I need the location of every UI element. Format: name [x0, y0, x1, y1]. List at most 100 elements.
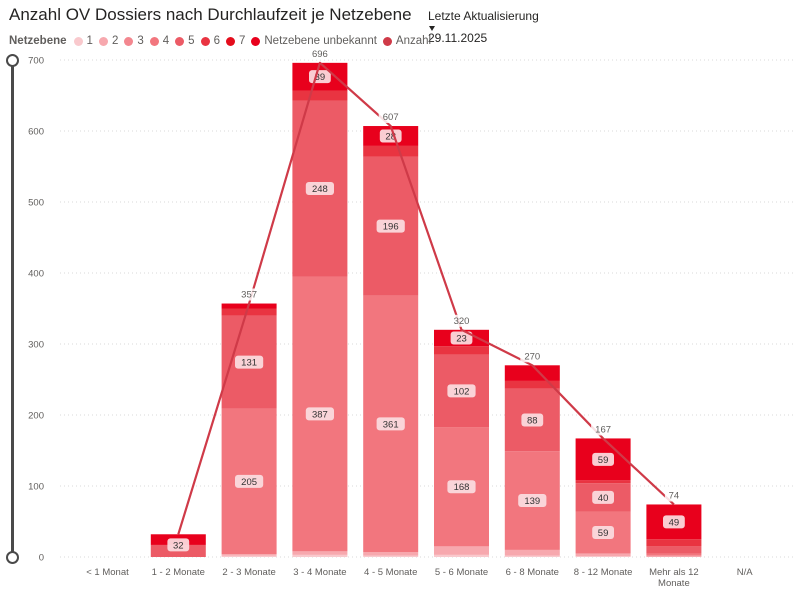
last-update-label: Letzte Aktualisierung [428, 9, 539, 23]
bar-segment-label: 59 [598, 455, 609, 466]
zoom-slider-bottom-handle[interactable] [6, 551, 19, 564]
bar-label-background [450, 331, 473, 345]
last-update-value: 29.11.2025 [428, 31, 488, 45]
legend-label: 5 [188, 35, 195, 47]
bar-segment [575, 556, 631, 557]
total-label-background [378, 111, 403, 124]
bar-segment [363, 145, 419, 157]
bar-segment [504, 380, 560, 389]
legend-item-unbekannt[interactable]: Netzebene unbekannt [251, 35, 377, 47]
y-tick-label: 600 [28, 127, 44, 138]
y-tick-label: 0 [39, 553, 44, 564]
legend-title: Netzebene [9, 35, 67, 47]
legend-item-4[interactable]: 4 [149, 35, 169, 47]
bar-segment-label: 40 [598, 493, 609, 504]
bar-segment-label: 387 [312, 409, 328, 420]
total-label-background [591, 423, 616, 436]
legend-dot-icon [124, 36, 134, 46]
x-tick-label: 2 - 3 Monate [222, 567, 275, 578]
bar-segment [646, 553, 702, 556]
legend-item-6[interactable]: 6 [200, 35, 220, 47]
bar-segment-label: 248 [312, 184, 328, 195]
bar-segment [221, 554, 277, 556]
bar-segment-label: 139 [524, 496, 540, 507]
bar-label-background [592, 452, 614, 466]
total-label-background [664, 489, 683, 502]
total-data-label: 696 [312, 49, 328, 60]
bar-label-background [235, 355, 264, 369]
chart-title: Anzahl OV Dossiers nach Durchlaufzeit je… [9, 5, 412, 24]
total-data-label: 74 [669, 490, 680, 501]
chevron-down-icon[interactable] [429, 26, 435, 31]
bar-segment-label: 28 [385, 131, 396, 142]
legend-item-7[interactable]: 7 [225, 35, 245, 47]
bar-segment [221, 555, 277, 557]
legend-label: 6 [213, 35, 220, 47]
bar-segment [434, 546, 489, 555]
bar-segment [646, 555, 702, 557]
bar-segment-label: 361 [383, 419, 399, 430]
bar-segment-label: 131 [241, 358, 257, 369]
bar-label-background [376, 219, 405, 233]
total-data-label: 320 [454, 316, 470, 327]
bar-label-background [518, 494, 547, 508]
bar-segment-label: 59 [598, 528, 609, 539]
total-label-background [307, 47, 332, 60]
x-tick-label: 1 - 2 Monate [152, 567, 205, 578]
legend-dot-icon [73, 36, 83, 46]
bar-segment-label: 39 [315, 72, 326, 83]
bar-segment [292, 554, 348, 557]
bar-label-background [521, 413, 544, 427]
total-data-label: 167 [595, 424, 611, 435]
bar-segment-label: 196 [383, 222, 399, 233]
chart-legend: Netzebene 1 2 3 4 5 6 7 Netzebene unbeka… [9, 34, 437, 48]
bar-label-background [663, 515, 685, 529]
bar-segment-label: 168 [454, 482, 470, 493]
legend-label: 2 [111, 35, 119, 47]
bar-segment [646, 546, 702, 554]
bar-segment [575, 480, 631, 484]
bar-label-background [592, 490, 614, 504]
legend-label: Anzahl [395, 35, 432, 47]
bar-segment-label: 32 [173, 540, 184, 551]
y-tick-label: 700 [28, 56, 44, 67]
bar-label-background [376, 417, 405, 431]
legend-item-5[interactable]: 5 [175, 35, 195, 47]
bar-segment-label: 102 [454, 386, 470, 397]
bar-label-background [167, 538, 190, 552]
x-tick-label: 6 - 8 Monate [506, 567, 559, 578]
y-tick-label: 300 [28, 340, 44, 351]
y-tick-label: 500 [28, 198, 44, 209]
legend-dot-icon [175, 36, 185, 46]
x-tick-label: Mehr als 12 Monate [649, 567, 699, 589]
bar-segment-label: 23 [456, 333, 467, 344]
bar-segment [221, 308, 277, 316]
bar-segment-label: 205 [241, 477, 257, 488]
total-label-background [449, 314, 474, 327]
bar-segment [434, 554, 489, 557]
legend-label: 1 [86, 35, 93, 47]
bar-label-background [447, 480, 476, 494]
bar-segment-label: 49 [669, 517, 680, 528]
zoom-slider-track[interactable] [11, 60, 14, 558]
x-tick-label: 3 - 4 Monate [293, 567, 346, 578]
x-tick-label: < 1 Monat [86, 567, 129, 578]
legend-label: 3 [137, 35, 144, 47]
bar-label-background [305, 182, 334, 196]
bar-label-background [305, 407, 334, 421]
bar-segment [575, 553, 631, 557]
zoom-slider-top-handle[interactable] [6, 54, 19, 67]
legend-dot-icon [382, 36, 392, 46]
bar-segment [504, 555, 560, 557]
legend-item-3[interactable]: 3 [124, 35, 144, 47]
legend-item-2[interactable]: 2 [98, 35, 119, 47]
legend-item-anzahl[interactable]: Anzahl [382, 35, 432, 47]
bar-segment [363, 555, 419, 557]
legend-dot-icon [149, 36, 159, 46]
bar-segment [434, 346, 489, 355]
legend-dot-icon [225, 36, 235, 46]
total-label-background [520, 350, 545, 363]
legend-item-1[interactable]: 1 [73, 35, 93, 47]
bar-segment [363, 552, 419, 556]
